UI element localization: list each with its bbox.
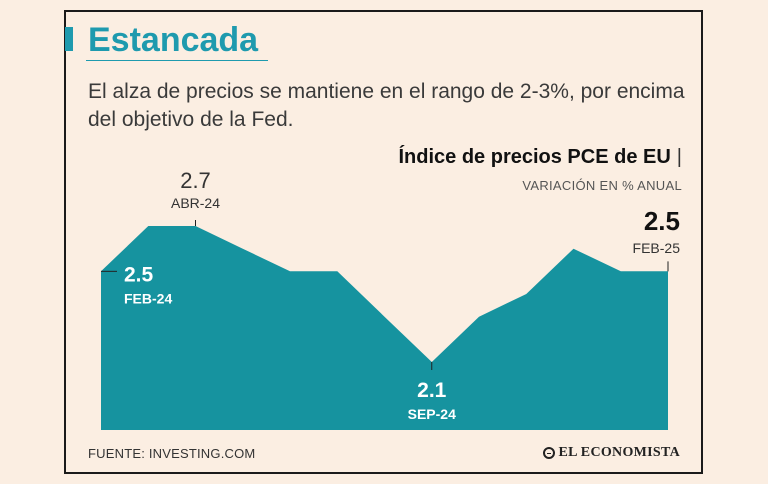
brand-icon — [542, 447, 555, 459]
source-note: FUENTE: INVESTING.COM — [88, 446, 256, 461]
chart-title-separator: | — [676, 146, 682, 168]
chart-title-text: Índice de precios PCE de EU — [398, 146, 671, 168]
title-underline — [86, 60, 268, 61]
annotation-label: FEB-24 — [124, 290, 172, 306]
annotation-value: 2.5 — [124, 263, 154, 286]
chart-title: Índice de precios PCE de EU | — [398, 146, 682, 169]
annotation-label: ABR-24 — [171, 195, 220, 211]
page-subtitle: El alza de precios se mantiene en el ran… — [88, 80, 685, 131]
annotation-label: FEB-25 — [633, 240, 681, 256]
area-series — [101, 226, 668, 430]
chart-subtitle: VARIACIÓN EN % ANUAL — [522, 178, 682, 193]
annotation-value: 2.5 — [644, 206, 680, 236]
page-title: Estancada — [88, 21, 259, 59]
annotation-label: SEP-24 — [408, 406, 456, 422]
brand-name: EL ECONOMISTA — [558, 445, 680, 460]
annotation-value: 2.7 — [180, 168, 211, 193]
brand-logo: EL ECONOMISTA — [542, 445, 681, 461]
annotation-value: 2.1 — [417, 379, 447, 402]
title-accent-bar — [65, 27, 73, 51]
